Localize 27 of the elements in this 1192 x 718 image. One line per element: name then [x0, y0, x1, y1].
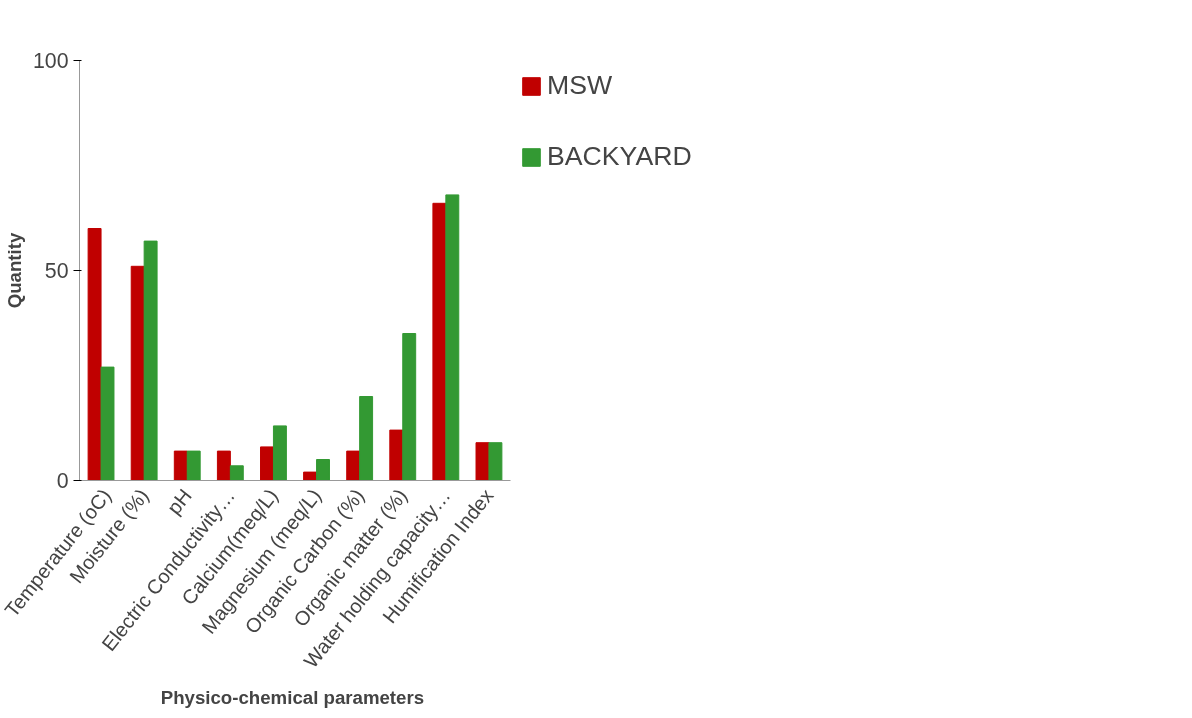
bar: [359, 396, 374, 481]
bar: [475, 442, 490, 481]
bar: [445, 194, 460, 481]
y-tick-label: 0: [56, 469, 69, 493]
y-axis-title: Quantity: [3, 232, 25, 309]
legend-label: BACKYARD: [547, 141, 692, 172]
bar: [402, 333, 417, 481]
bar: [316, 459, 330, 481]
legend-label: MSW: [547, 70, 613, 101]
bar: [173, 450, 188, 481]
bar: [143, 240, 158, 481]
bar: [100, 366, 115, 481]
bar: [260, 446, 274, 481]
bar: [346, 450, 361, 481]
bar: [216, 450, 231, 481]
bar: [389, 429, 404, 481]
bar: [186, 450, 201, 481]
bar: [229, 465, 244, 481]
y-tick-label: 100: [32, 49, 69, 73]
bar: [272, 425, 287, 481]
bar: [87, 228, 102, 481]
bar: [303, 471, 318, 481]
bar: [432, 202, 447, 481]
bar: [130, 265, 145, 481]
y-tick-label: 50: [44, 259, 69, 283]
bar: [488, 442, 503, 481]
x-axis-title: Physico-chemical parameters: [160, 686, 425, 708]
